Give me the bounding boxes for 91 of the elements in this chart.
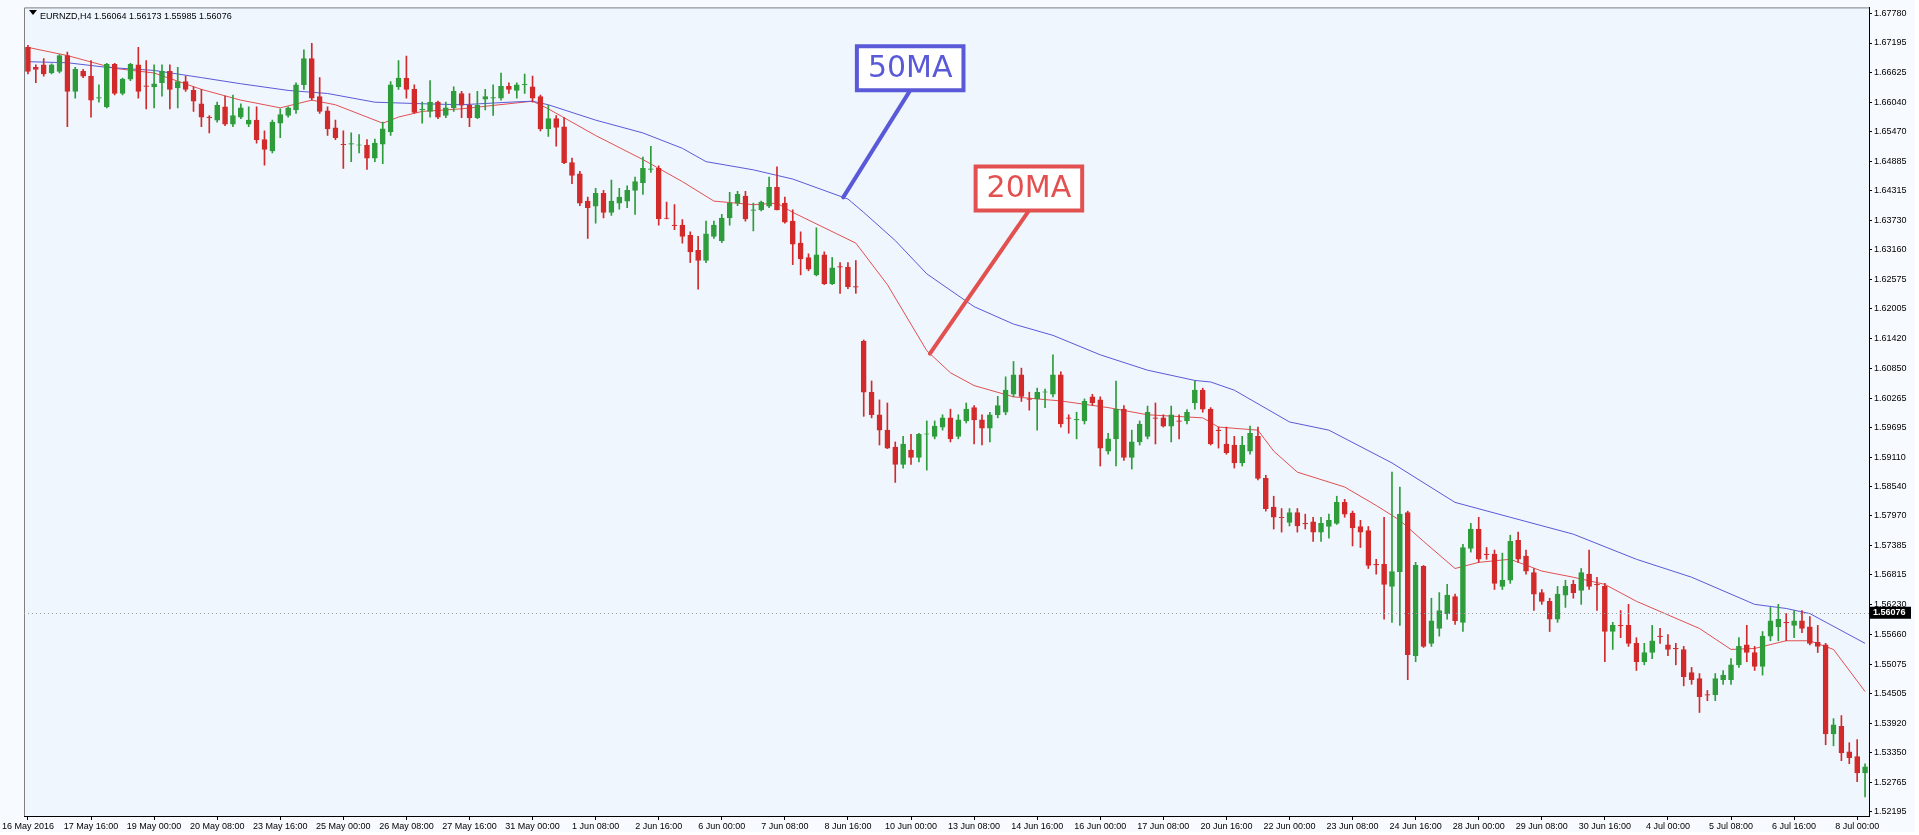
y-tick-label: 1.66040 [1874, 96, 1907, 107]
x-tick-label: 8 Jul 00:00 [1835, 820, 1880, 831]
chart-title: EURNZD,H4 1.56064 1.56173 1.55985 1.56076 [40, 10, 232, 21]
y-tick-label: 1.61420 [1874, 333, 1907, 344]
x-tick-label: 30 Jun 16:00 [1578, 820, 1631, 831]
candlestick [419, 101, 425, 124]
y-tick-label: 1.63730 [1874, 215, 1907, 226]
candlestick [1673, 642, 1679, 666]
x-tick-label: 14 Jun 16:00 [1011, 820, 1064, 831]
candlestick [340, 130, 347, 169]
y-tick-label: 1.57385 [1874, 540, 1907, 551]
x-tick-label: 16 Jun 00:00 [1074, 820, 1127, 831]
candlestick [1665, 634, 1671, 656]
x-tick-label: 20 Jun 16:00 [1200, 820, 1253, 831]
candlestick [206, 115, 213, 134]
x-tick-label: 17 Jun 08:00 [1137, 820, 1190, 831]
x-tick-label: 6 Jun 00:00 [698, 820, 746, 831]
x-tick-label: 26 May 08:00 [379, 820, 434, 831]
y-tick-label: 1.54505 [1874, 687, 1907, 698]
candlestick [174, 67, 181, 109]
y-tick-label: 1.65470 [1874, 125, 1907, 136]
candlestick [979, 414, 985, 446]
x-tick-label: 5 Jul 08:00 [1709, 820, 1754, 831]
y-tick-label: 1.57970 [1874, 510, 1907, 521]
candlestick [1609, 621, 1616, 650]
candlestick [1302, 513, 1309, 530]
x-tick-label: 1 Jun 08:00 [572, 820, 620, 831]
candlestick [1743, 625, 1750, 663]
candlestick [1034, 387, 1040, 431]
candlestick [908, 433, 914, 465]
y-tick-label: 1.60265 [1874, 392, 1907, 403]
y-tick-label: 1.56815 [1874, 569, 1907, 580]
x-tick-label: 25 May 00:00 [316, 820, 371, 831]
x-tick-label: 17 May 16:00 [63, 820, 119, 831]
candlestick [482, 89, 489, 111]
y-tick-label: 1.67195 [1874, 37, 1907, 48]
y-tick-label: 1.52765 [1874, 776, 1907, 787]
x-tick-label: 23 May 16:00 [252, 820, 308, 831]
y-tick-label: 1.62005 [1874, 303, 1907, 314]
candlestick [1775, 604, 1782, 642]
y-tick-label: 1.53920 [1874, 717, 1907, 728]
candlestick [1381, 516, 1387, 620]
candlestick [521, 73, 528, 94]
text: 50MA [867, 49, 953, 85]
candlestick [1783, 613, 1790, 642]
candlestick [245, 106, 252, 128]
y-tick-label: 1.58540 [1874, 481, 1907, 491]
x-tick-label: 28 Jun 00:00 [1452, 820, 1505, 831]
y-tick-label: 1.52195 [1874, 806, 1907, 817]
candlestick [1389, 471, 1395, 623]
x-tick-label: 31 May 00:00 [505, 820, 560, 831]
y-tick-label: 1.59110 [1874, 451, 1906, 462]
y-tick-label: 1.60850 [1874, 362, 1907, 373]
x-tick-label: 23 Jun 08:00 [1326, 820, 1379, 831]
x-tick-label: 22 Jun 00:00 [1263, 820, 1316, 831]
y-tick-label: 1.62575 [1874, 274, 1907, 285]
x-tick-label: 8 Jun 16:00 [824, 820, 872, 831]
x-tick-label: 29 Jun 08:00 [1515, 820, 1568, 831]
x-tick-label: 10 Jun 00:00 [885, 820, 938, 831]
ref-line-label: 1.56076 [1873, 607, 1906, 618]
candlestick [1373, 558, 1380, 575]
x-tick-label: 27 May 16:00 [442, 820, 497, 831]
x-tick-label: 6 Jul 16:00 [1772, 820, 1817, 831]
x-tick-label: 13 Jun 08:00 [948, 820, 1001, 831]
y-tick-label: 1.63160 [1874, 244, 1907, 255]
candlestick [1814, 625, 1821, 653]
candlestick [1594, 576, 1600, 611]
candlestick [584, 196, 591, 239]
candlestick [1791, 610, 1797, 639]
y-tick-label: 1.59695 [1874, 421, 1907, 432]
candlestick [1862, 763, 1868, 798]
candlestick [695, 236, 701, 290]
y-tick-label: 1.55660 [1874, 628, 1907, 639]
y-tick-label: 1.55075 [1874, 658, 1907, 669]
x-tick-label: 16 May 2016 [1, 820, 54, 831]
x-tick-label: 2 Jun 16:00 [635, 820, 683, 831]
x-tick-label: 24 Jun 16:00 [1389, 820, 1442, 831]
x-tick-label: 4 Jul 00:00 [1645, 820, 1690, 831]
y-tick-label: 1.64885 [1874, 155, 1907, 166]
candlestick [151, 64, 157, 109]
y-tick-label: 1.64315 [1874, 185, 1907, 196]
text: 20MA [986, 169, 1072, 205]
y-tick-label: 1.56230 [1874, 599, 1907, 610]
y-tick-label: 1.67780 [1874, 7, 1907, 18]
candlestick [33, 64, 39, 84]
y-tick-label: 1.53350 [1874, 746, 1907, 757]
x-tick-label: 19 May 00:00 [126, 820, 182, 831]
candlestick [1657, 628, 1663, 644]
x-tick-label: 20 May 08:00 [189, 820, 245, 831]
x-tick-label: 7 Jun 08:00 [761, 820, 809, 831]
y-tick-label: 1.66625 [1874, 66, 1907, 77]
